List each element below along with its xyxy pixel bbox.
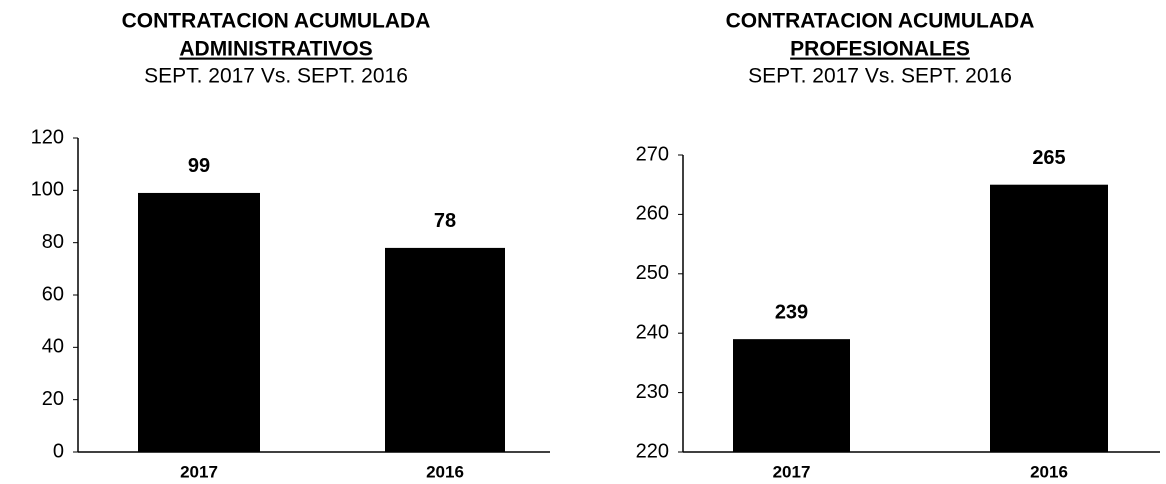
y-tick-label: 40 — [42, 336, 64, 358]
y-tick-label: 260 — [636, 203, 669, 225]
data-label: 78 — [434, 210, 456, 232]
chart-subtitle: PROFESIONALES — [790, 38, 970, 61]
x-tick-label: 2017 — [180, 462, 218, 481]
chart-period: SEPT. 2017 Vs. SEPT. 2016 — [144, 65, 408, 88]
x-tick-label: 2016 — [426, 462, 464, 481]
y-tick-label: 20 — [42, 388, 64, 410]
bar — [990, 184, 1108, 452]
x-tick-label: 2016 — [1030, 462, 1068, 481]
data-label: 239 — [775, 301, 808, 323]
bar — [138, 192, 260, 452]
y-tick-label: 220 — [636, 440, 669, 462]
chart-period: SEPT. 2017 Vs. SEPT. 2016 — [748, 65, 1012, 88]
y-tick-label: 270 — [636, 143, 669, 165]
y-tick-label: 250 — [636, 262, 669, 284]
chart-title: CONTRATACION ACUMULADA — [726, 10, 1035, 33]
chart-title: CONTRATACION ACUMULADA — [122, 10, 431, 33]
y-tick-label: 0 — [53, 440, 64, 462]
y-tick-label: 240 — [636, 321, 669, 343]
data-label: 265 — [1032, 147, 1065, 169]
x-tick-label: 2017 — [773, 462, 811, 481]
y-tick-label: 60 — [42, 283, 64, 305]
y-tick-label: 120 — [31, 126, 64, 148]
y-tick-label: 100 — [31, 179, 64, 201]
bar — [385, 247, 505, 452]
data-label: 99 — [188, 155, 210, 177]
bar — [733, 339, 850, 452]
y-tick-label: 80 — [42, 231, 64, 253]
y-tick-label: 230 — [636, 381, 669, 403]
chart-subtitle: ADMINISTRATIVOS — [179, 38, 372, 61]
